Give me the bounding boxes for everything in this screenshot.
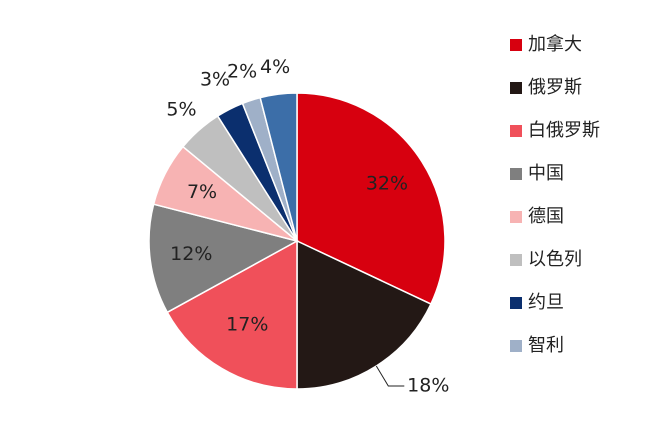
legend-label: 加拿大 (528, 33, 582, 55)
data-label: 2% (227, 61, 257, 83)
data-label: 4% (260, 56, 290, 78)
legend-swatch (510, 168, 522, 180)
data-label: 18% (407, 374, 449, 396)
data-label: 32% (366, 172, 408, 194)
legend-label: 中国 (528, 163, 564, 184)
legend-label: 德国 (528, 206, 564, 227)
data-label: 7% (187, 181, 217, 203)
legend-label: 白俄罗斯 (528, 120, 600, 141)
data-label: 12% (170, 243, 212, 265)
leader-line (375, 365, 405, 387)
data-label: 5% (166, 99, 196, 121)
legend-label: 以色列 (528, 249, 582, 270)
data-label: 3% (200, 69, 230, 91)
legend-label: 智利 (528, 335, 564, 356)
legend-swatch (510, 297, 522, 309)
legend-swatch (510, 125, 522, 137)
pie-slice (296, 92, 446, 306)
legend-swatch (510, 211, 522, 223)
legend-swatch (510, 254, 522, 266)
pie-slice (166, 239, 298, 390)
pie-slice (259, 92, 298, 242)
legend-label: 俄罗斯 (528, 77, 582, 98)
pie-slice (148, 203, 300, 314)
legend-swatch (510, 82, 522, 94)
legend-swatch (510, 39, 522, 51)
legend-label: 约旦 (528, 292, 564, 313)
pie-slice (296, 239, 432, 390)
data-label: 17% (226, 314, 268, 336)
legend-swatch (510, 340, 522, 352)
